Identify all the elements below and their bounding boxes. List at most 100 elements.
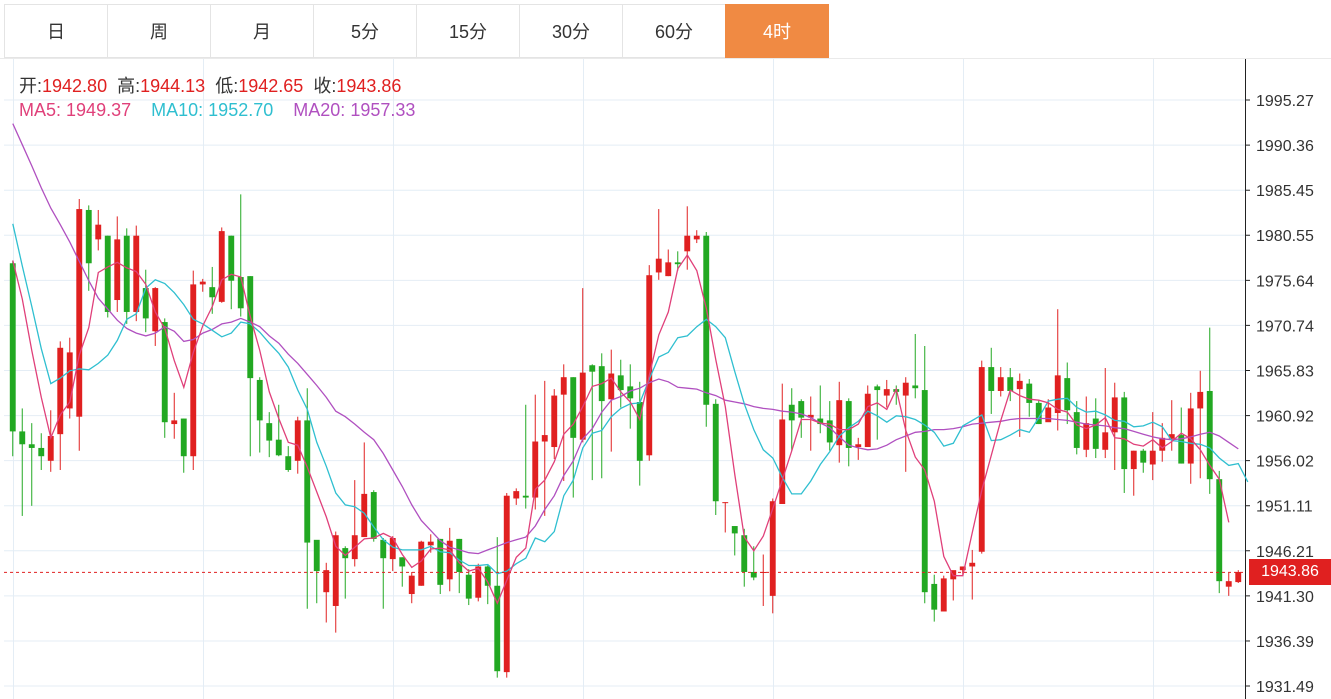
y-tick-label: 1960.92 [1256, 409, 1314, 426]
y-tick-label: 1995.27 [1256, 93, 1314, 110]
candle-body [807, 414, 814, 418]
candle-body [399, 557, 406, 567]
candle-body [1235, 571, 1242, 583]
candle-body [1121, 397, 1128, 470]
candle-body [959, 566, 966, 571]
candle-body [921, 390, 928, 593]
candle-body [1178, 435, 1185, 464]
candle-body [912, 385, 919, 389]
candle-body [76, 209, 83, 417]
candle-body [380, 539, 387, 559]
candle-body [133, 235, 140, 312]
candle-body [323, 570, 330, 593]
candle-body [475, 566, 482, 598]
tab-3[interactable]: 5分 [313, 4, 417, 58]
candle-body [190, 284, 197, 457]
candle-body [446, 540, 453, 580]
candle-body [456, 538, 463, 572]
candle-body [218, 231, 225, 302]
candle-body [845, 401, 852, 448]
ma5-label: MA5: [19, 100, 62, 120]
candle-body [437, 538, 444, 585]
tab-0[interactable]: 日 [4, 4, 108, 58]
candle-body [1092, 418, 1099, 449]
ma10-label: MA10: [151, 100, 204, 120]
candle-body [418, 541, 425, 586]
candle-body [484, 566, 491, 586]
tab-2[interactable]: 月 [210, 4, 314, 58]
candle-body [997, 377, 1004, 391]
candle-body [266, 423, 273, 441]
tab-6[interactable]: 60分 [622, 4, 726, 58]
tab-1[interactable]: 周 [107, 4, 211, 58]
y-tick-label: 1985.45 [1256, 183, 1314, 200]
candle-body [465, 574, 472, 599]
candle-body [285, 456, 292, 470]
ma10-line [12, 223, 1249, 575]
candle-body [1168, 434, 1175, 439]
candle-body [513, 491, 520, 499]
y-tick-label: 1931.49 [1256, 679, 1314, 696]
candle-body [1083, 423, 1090, 450]
tab-5[interactable]: 30分 [519, 4, 623, 58]
candle-body [123, 235, 130, 312]
candle-body [855, 444, 862, 448]
candle-body [826, 420, 833, 443]
candle-body [750, 571, 757, 578]
candle-body [883, 389, 890, 396]
candle-body [522, 495, 529, 498]
candle-body [1007, 377, 1014, 391]
candle-body [38, 447, 45, 457]
candle-body [361, 493, 368, 538]
candle-body [741, 535, 748, 572]
ma-readout: MA5: 1949.37 MA10: 1952.70 MA20: 1957.33 [19, 100, 415, 121]
candle-body [180, 418, 187, 457]
candle-body [9, 263, 16, 432]
close-label: 收: [313, 76, 337, 96]
high-value: 1944.13 [140, 76, 206, 96]
y-tick-label: 1965.83 [1256, 363, 1314, 380]
open-label: 开: [19, 76, 43, 96]
tab-4[interactable]: 15分 [416, 4, 520, 58]
candle-body [722, 502, 729, 504]
candle-body [342, 548, 349, 559]
candle-body [703, 235, 710, 405]
tab-divider [0, 58, 1331, 59]
candle-body [209, 287, 216, 298]
candle-body [760, 571, 767, 573]
ma20-label: MA20: [293, 100, 346, 120]
candle-body [978, 367, 985, 552]
candle-body [1216, 479, 1223, 582]
ma5-line [12, 253, 1230, 605]
candle-body [1225, 581, 1232, 587]
y-tick-label: 1980.55 [1256, 228, 1314, 245]
candle-body [712, 403, 719, 502]
tab-7[interactable]: 4时 [725, 4, 829, 58]
y-tick-label: 1956.02 [1256, 454, 1314, 471]
y-tick-label: 1975.64 [1256, 273, 1314, 290]
candle-body [256, 379, 263, 421]
high-label: 高: [117, 76, 141, 96]
candle-body [332, 535, 339, 606]
candle-body [560, 377, 567, 395]
candle-body [769, 501, 776, 596]
candle-body [85, 209, 92, 264]
candle-body [1073, 412, 1080, 448]
y-tick-label: 1946.21 [1256, 544, 1314, 561]
candle-body [1016, 380, 1023, 390]
ma20-line [12, 123, 1239, 555]
candle-body [313, 539, 320, 572]
candle-body [988, 367, 995, 391]
y-tick-label: 1941.30 [1256, 589, 1314, 606]
ma10-value: 1952.70 [208, 100, 274, 120]
candle-body [1045, 407, 1052, 423]
open-value: 1942.80 [42, 76, 108, 96]
candle-body [655, 258, 662, 273]
candle-body [1026, 383, 1033, 403]
candle-body [1159, 437, 1166, 451]
candle-body [66, 352, 73, 409]
candle-body [247, 276, 254, 379]
candle-body [304, 420, 311, 543]
candle-body [47, 435, 54, 461]
